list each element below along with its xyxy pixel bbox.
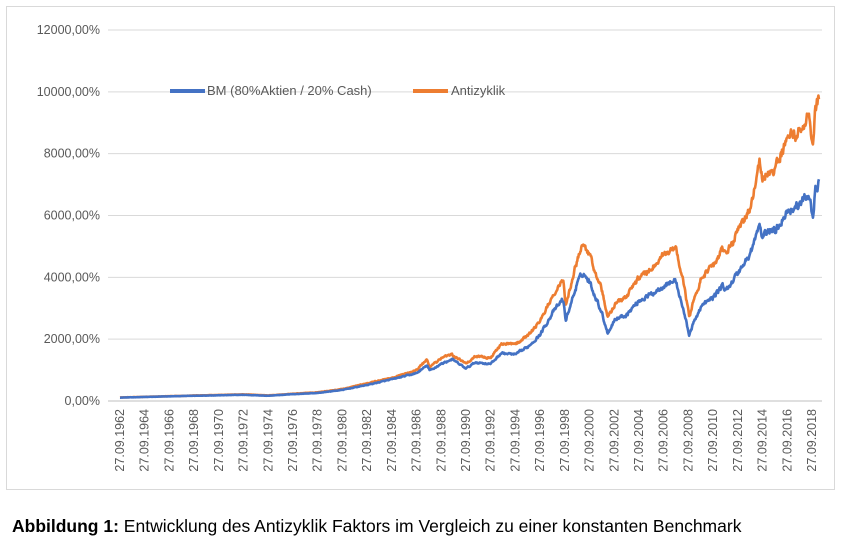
x-tick-label: 27.09.2006	[657, 409, 671, 472]
y-tick-label: 2000,00%	[44, 332, 100, 346]
x-tick-label: 27.09.1986	[410, 409, 424, 472]
x-tick-label: 27.09.1992	[484, 409, 498, 472]
x-tick-label: 27.09.2016	[780, 409, 794, 472]
y-tick-label: 4000,00%	[44, 270, 100, 284]
x-tick-label: 27.09.1966	[162, 409, 176, 472]
y-tick-label: 10000,00%	[37, 85, 100, 99]
x-tick-label: 27.09.1978	[311, 409, 325, 472]
series-line-bm	[119, 178, 821, 399]
x-tick-label: 27.09.1988	[434, 409, 448, 472]
figure-caption: Abbildung 1: Entwicklung des Antizyklik …	[12, 516, 852, 537]
x-tick-label: 27.09.1984	[385, 409, 399, 472]
y-tick-label: 0,00%	[65, 394, 100, 408]
x-tick-label: 27.09.2010	[706, 409, 720, 472]
caption-text: Entwicklung des Antizyklik Faktors im Ve…	[118, 516, 742, 536]
x-tick-label: 27.09.2014	[756, 409, 770, 472]
x-tick-label: 27.09.1964	[138, 409, 152, 472]
x-tick-label: 27.09.1974	[261, 409, 275, 472]
legend: BM (80%Aktien / 20% Cash) Antizyklik	[170, 83, 506, 98]
x-tick-label: 27.09.1962	[113, 409, 127, 472]
x-axis-tick-labels: 27.09.1962 27.09.1964 27.09.1966 27.09.1968…	[113, 409, 819, 472]
x-tick-label: 27.09.1976	[286, 409, 300, 472]
y-tick-label: 12000,00%	[37, 23, 100, 37]
caption-label: Abbildung 1:	[12, 516, 119, 536]
y-axis-tick-labels: 0,00% 2000,00% 4000,00% 6000,00% 8000,00% 100…	[37, 23, 100, 408]
x-tick-label: 27.09.1968	[187, 409, 201, 472]
x-tick-label: 27.09.1980	[335, 409, 349, 472]
x-tick-label: 27.09.1996	[533, 409, 547, 472]
data-series	[119, 94, 821, 399]
y-tick-label: 8000,00%	[44, 147, 100, 161]
legend-label-antizyklik: Antizyklik	[451, 83, 506, 98]
x-tick-label: 27.09.2008	[681, 409, 695, 472]
x-tick-label: 27.09.1994	[508, 409, 522, 472]
x-tick-label: 27.09.1972	[237, 409, 251, 472]
x-tick-label: 27.09.1990	[459, 409, 473, 472]
x-tick-label: 27.09.2012	[731, 409, 745, 472]
x-tick-label: 27.09.2004	[632, 409, 646, 472]
x-tick-label: 27.09.1982	[360, 409, 374, 472]
line-chart: 0,00% 2000,00% 4000,00% 6000,00% 8000,00% 100…	[37, 23, 822, 472]
x-tick-label: 27.09.2000	[583, 409, 597, 472]
x-tick-label: 27.09.1970	[212, 409, 226, 472]
series-line-antizyklik	[119, 94, 821, 399]
y-tick-label: 6000,00%	[44, 209, 100, 223]
legend-label-bm: BM (80%Aktien / 20% Cash)	[207, 83, 372, 98]
x-tick-label: 27.09.2002	[607, 409, 621, 472]
chart-frame	[6, 6, 835, 490]
x-tick-label: 27.09.2018	[805, 409, 819, 472]
x-tick-label: 27.09.1998	[558, 409, 572, 472]
